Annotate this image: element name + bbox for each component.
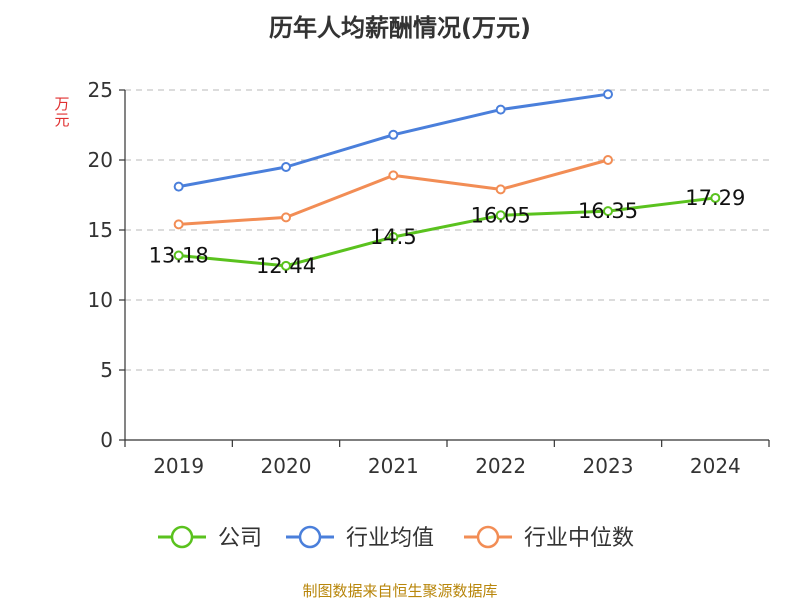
data-point <box>388 170 399 181</box>
legend-label: 行业中位数 <box>524 526 634 551</box>
x-tick-label: 2020 <box>261 454 312 478</box>
axes: 0 5 10 15 20 25 2019 2020 2021 2022 2023 2024 <box>88 78 770 478</box>
legend-label: 行业均值 <box>346 526 434 551</box>
legend-marker <box>298 525 322 549</box>
data-point <box>173 219 184 230</box>
y-tick-label: 0 <box>100 428 113 452</box>
data-point <box>495 184 506 195</box>
data-label: 16.35 <box>578 199 638 223</box>
data-label: 13.18 <box>149 243 209 267</box>
legend-marker <box>170 525 194 549</box>
data-label: 17.29 <box>685 186 745 210</box>
series-line-0 <box>178 196 716 268</box>
chart-title: 历年人均薪酬情况(万元) <box>269 14 531 42</box>
legend-label: 公司 <box>218 526 262 551</box>
data-point <box>281 212 291 223</box>
y-tick-label: 25 <box>88 78 113 102</box>
data-point <box>388 232 399 242</box>
x-tick-label: 2022 <box>475 454 526 478</box>
x-tick-label: 2023 <box>583 454 634 478</box>
x-tick-label: 2024 <box>690 454 741 478</box>
y-tick-label: 10 <box>88 288 113 312</box>
data-labels: 13.18 12.44 14.5 16.05 16.35 17.29 <box>149 186 746 278</box>
data-source-footer: 制图数据来自恒生聚源数据库 <box>302 582 498 600</box>
grid-lines <box>125 89 769 371</box>
data-point <box>603 89 613 100</box>
y-tick-label: 20 <box>88 148 113 172</box>
data-label: 16.05 <box>471 203 531 227</box>
data-point <box>173 250 184 261</box>
data-point <box>603 155 613 165</box>
legend-marker <box>476 525 500 549</box>
data-point <box>388 129 399 140</box>
data-point <box>173 181 184 192</box>
data-point <box>603 206 613 217</box>
legend-item-2[interactable]: 行业中位数 <box>464 525 634 551</box>
series-group <box>173 89 721 271</box>
y-tick-label: 5 <box>100 358 113 382</box>
x-tick-label: 2021 <box>368 454 419 478</box>
data-point <box>495 104 506 115</box>
y-tick-label: 15 <box>88 218 113 242</box>
data-point <box>281 260 291 271</box>
data-point <box>495 210 506 221</box>
y-axis-label: 万元 <box>54 95 70 129</box>
data-label: 14.5 <box>370 225 417 249</box>
data-point <box>281 162 291 172</box>
legend-item-1[interactable]: 行业均值 <box>286 525 434 551</box>
legend[interactable]: 公司 行业均值 行业中位数 <box>158 525 634 551</box>
legend-item-0[interactable]: 公司 <box>158 525 262 551</box>
data-point <box>710 192 721 203</box>
data-label: 12.44 <box>256 254 316 278</box>
x-tick-label: 2019 <box>153 454 204 478</box>
